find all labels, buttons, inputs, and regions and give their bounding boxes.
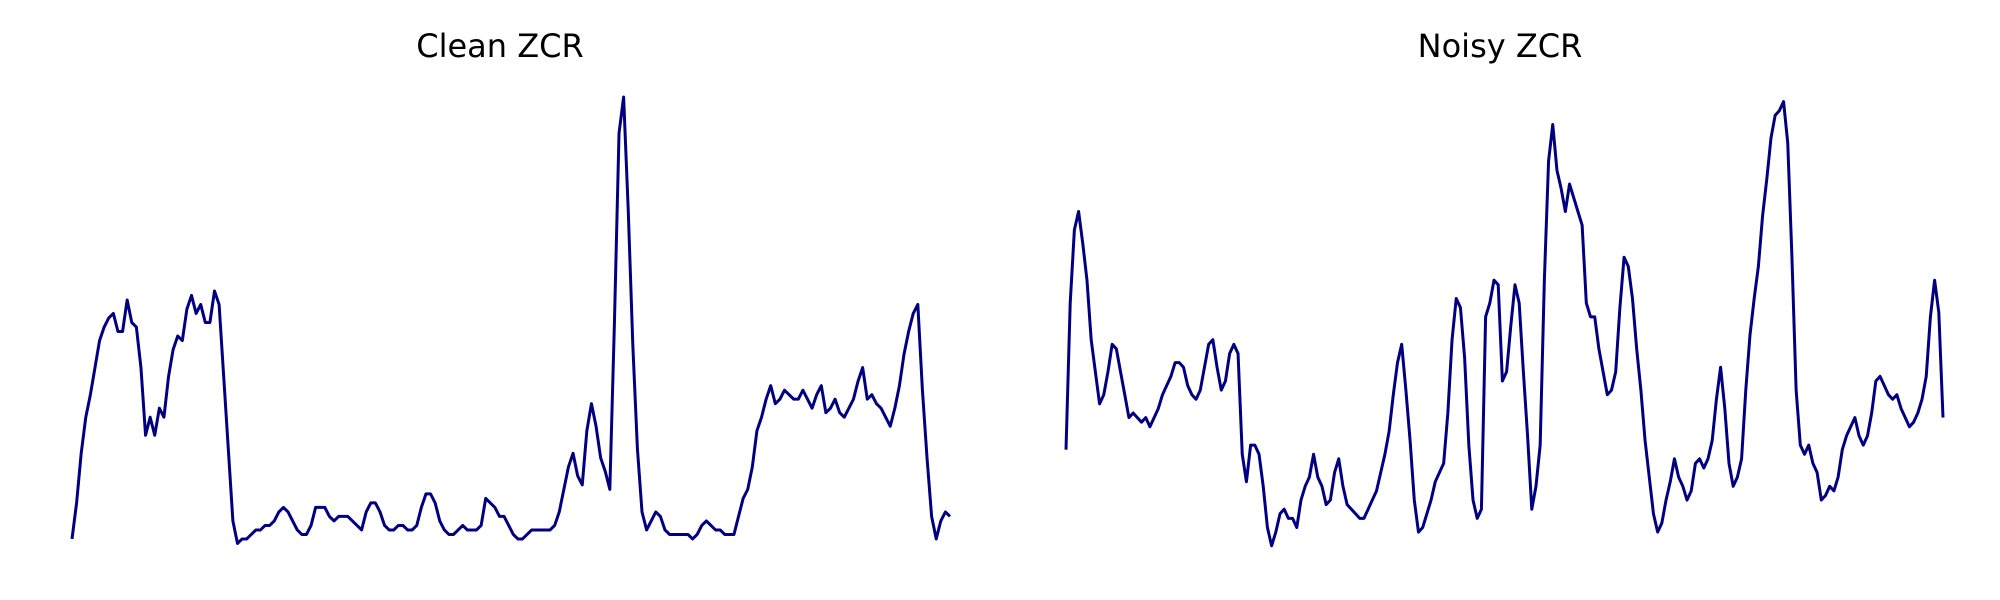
series-line-0	[1064, 100, 1945, 548]
chart-title: Clean ZCR	[416, 27, 584, 65]
clean-zcr-chart: Clean ZCR	[70, 27, 952, 545]
noisy-zcr-plot	[1064, 100, 1945, 548]
chart-title: Noisy ZCR	[1417, 27, 1583, 65]
series-line-0	[70, 95, 952, 545]
noisy-zcr-chart: Noisy ZCR	[1000, 0, 2000, 600]
clean-zcr-plot	[70, 95, 952, 545]
